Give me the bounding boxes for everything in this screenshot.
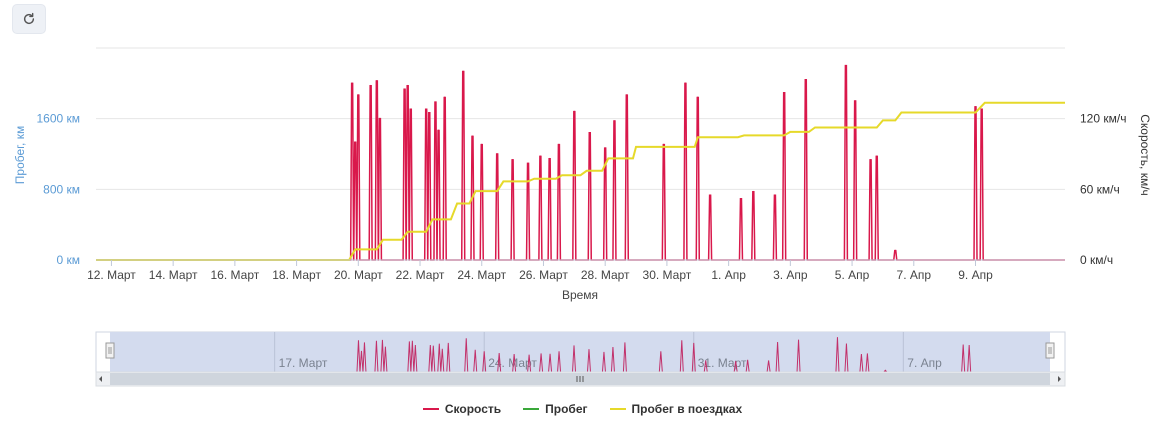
refresh-icon — [23, 12, 35, 25]
speed-spike — [974, 106, 977, 108]
speed-spike — [357, 94, 360, 96]
legend-item-speed[interactable]: Скорость — [422, 402, 502, 416]
refresh-button[interactable] — [12, 4, 46, 34]
speed-spike — [604, 147, 606, 149]
speed-spike — [663, 143, 665, 146]
series-speed — [96, 64, 1065, 261]
legend-item-mileage[interactable]: Пробег — [523, 402, 588, 416]
legend-label-speed: Скорость — [444, 402, 502, 416]
x-axis-title: Время — [562, 288, 598, 302]
speed-spike — [496, 153, 498, 155]
x-tick-label: 12. Март — [87, 268, 136, 282]
speed-spike — [625, 94, 628, 96]
x-tick-label: 9. Апр — [958, 268, 993, 282]
speed-spike — [740, 197, 742, 200]
y-right-tick-label: 120 км/ч — [1080, 112, 1126, 126]
legend: Скорость Пробег Пробег в поездках — [0, 402, 1165, 416]
navigator-tick-label: 7. Апр — [907, 356, 942, 370]
speed-spike — [354, 141, 357, 144]
x-tick-label: 28. Март — [581, 268, 630, 282]
speed-spike — [434, 101, 437, 103]
speed-spike — [471, 135, 474, 138]
speed-spike — [403, 88, 406, 91]
speed-spike — [379, 117, 381, 120]
x-tick-label: 22. Март — [396, 268, 445, 282]
speed-spike — [875, 155, 878, 158]
legend-label-trips-mileage: Пробег в поездках — [631, 402, 743, 416]
y-left-tick-label: 0 км — [56, 253, 80, 267]
speed-spike — [845, 64, 847, 67]
speed-spike — [428, 111, 431, 114]
legend-item-trips-mileage[interactable]: Пробег в поездках — [609, 402, 743, 416]
speed-spike — [752, 190, 755, 193]
x-axis: 12. Март 14. Март 16. Март 18. Март 20. Март… — [87, 259, 1065, 282]
speed-spike — [804, 79, 807, 81]
speed-spike — [511, 159, 514, 161]
speed-spike — [573, 110, 576, 113]
speed-spike — [684, 82, 687, 85]
speed-spike — [480, 143, 483, 146]
speed-spike — [783, 91, 785, 94]
x-tick-label: 20. Март — [334, 268, 383, 282]
x-tick-label: 14. Март — [149, 268, 198, 282]
y-right-tick-label: 60 км/ч — [1080, 182, 1120, 196]
speed-spike — [558, 143, 560, 146]
x-tick-label: 5. Апр — [835, 268, 870, 282]
speed-spike — [548, 157, 551, 160]
grid-lines — [96, 47, 1065, 190]
speed-spike — [376, 80, 378, 82]
x-tick-label: 26. Март — [519, 268, 568, 282]
speed-spike — [351, 82, 353, 85]
x-tick-label: 7. Апр — [897, 268, 932, 282]
navigator[interactable]: 17. Март 24. Март 31. Март 7. Апр — [95, 331, 1066, 373]
x-tick-label: 1. Апр — [711, 268, 746, 282]
navigator-handle-right[interactable] — [1045, 342, 1055, 359]
x-tick-label: 30. Март — [643, 268, 692, 282]
y-left-tick-label: 1600 км — [36, 112, 80, 126]
speed-spike — [854, 100, 856, 102]
legend-swatch-mileage — [523, 408, 540, 410]
legend-label-mileage: Пробег — [545, 402, 588, 416]
speed-spike — [527, 162, 529, 165]
speed-spike — [588, 132, 591, 134]
x-tick-label: 3. Апр — [773, 268, 808, 282]
x-tick-label: 24. Март — [457, 268, 506, 282]
speed-spike — [980, 108, 983, 111]
y-axis-left-title: Пробег, км — [13, 126, 27, 184]
trips-mileage-line — [96, 101, 1065, 261]
navigator-selection[interactable] — [110, 332, 1050, 372]
y-axis-left: 0 км 800 км 1600 км — [36, 112, 80, 267]
scroll-right-arrow-icon[interactable] — [1058, 376, 1061, 382]
legend-swatch-trips-mileage — [609, 408, 626, 410]
speed-spike — [462, 70, 465, 73]
y-left-tick-label: 800 км — [43, 182, 80, 196]
x-tick-label: 16. Март — [211, 268, 260, 282]
speed-spike — [774, 194, 776, 197]
speed-spike — [709, 194, 711, 197]
speed-spike — [613, 120, 616, 122]
speed-spike — [539, 155, 542, 158]
y-right-tick-label: 0 км/ч — [1080, 253, 1113, 267]
y-axis-right: 0 км/ч 60 км/ч 120 км/ч — [1080, 112, 1126, 267]
speed-spike — [443, 96, 446, 99]
speed-spike — [894, 249, 897, 252]
speed-spike — [437, 129, 440, 132]
navigator-tick-label: 17. Март — [279, 356, 328, 370]
series-trips-mileage — [96, 101, 1065, 261]
legend-swatch-speed — [422, 408, 439, 410]
speed-spike — [696, 96, 699, 99]
x-tick-label: 18. Март — [272, 268, 321, 282]
speed-spike — [425, 108, 428, 111]
speed-spike — [869, 159, 872, 161]
navigator-handle-left[interactable] — [105, 342, 115, 359]
y-axis-right-title: Скорость, км/ч — [1138, 114, 1152, 196]
speed-line — [96, 64, 1065, 261]
speed-spike — [369, 84, 372, 87]
scroll-left-arrow-icon[interactable] — [99, 376, 102, 382]
speed-spike — [406, 84, 409, 87]
speed-spike — [409, 108, 412, 111]
scrollbar[interactable] — [95, 371, 1066, 387]
